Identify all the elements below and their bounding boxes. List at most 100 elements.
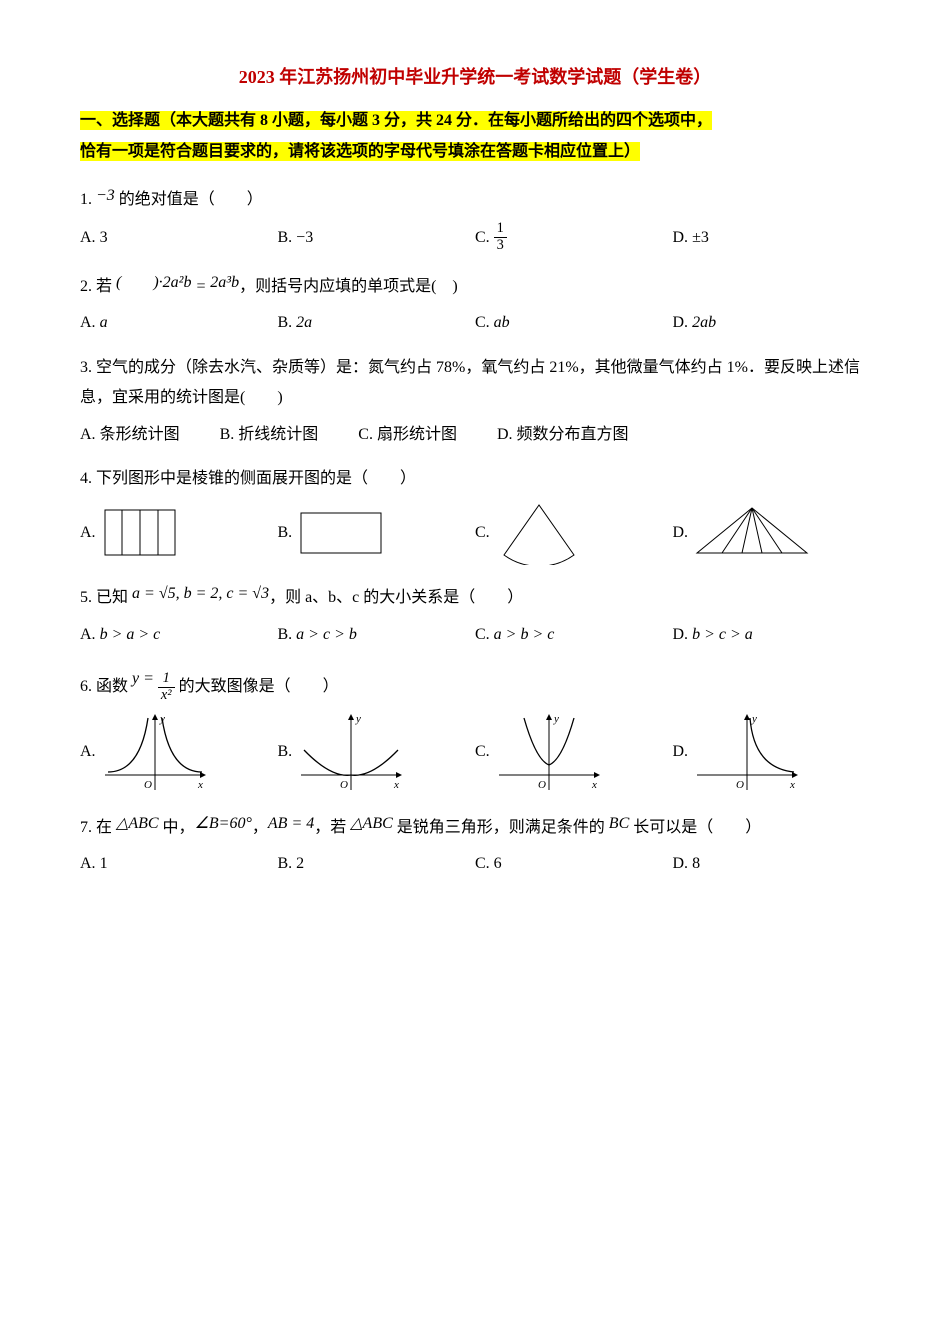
axis-o-label: O	[144, 779, 152, 791]
q1-opt-a: A. 3	[80, 221, 278, 254]
q7-a-val: 1	[100, 849, 108, 879]
q4-opt-c: C.	[475, 500, 673, 565]
axis-x-label: x	[789, 779, 795, 791]
opt-label-a: A.	[80, 308, 96, 338]
q2-expr-eq: =	[191, 278, 210, 295]
q1-a-val: 3	[100, 223, 108, 253]
opt-label-d: D.	[673, 223, 689, 253]
opt-label-b: B.	[278, 737, 293, 767]
opt-label-b: B.	[278, 620, 293, 650]
axis-x-label: x	[393, 779, 399, 791]
q2-expr-l: ( )·2a²b	[116, 274, 191, 291]
question-7-options: A. 1 B. 2 C. 6 D. 8	[80, 849, 870, 879]
q6-opt-b: B. y x O	[278, 710, 476, 795]
section-header-wrap: 一、选择题（本大题共有 8 小题，每小题 3 分，共 24 分．在每小题所给出的…	[80, 106, 870, 167]
q2-c-val: ab	[494, 308, 510, 338]
q4-opt-d: D.	[673, 500, 871, 565]
q1-c-frac: 13	[494, 221, 507, 254]
axis-o-label: O	[538, 779, 546, 791]
question-5-options: A. b > a > c B. a > c > b C. a > b > c D…	[80, 620, 870, 650]
prism-net-icon	[100, 505, 180, 560]
opt-label-b: B.	[278, 308, 293, 338]
opt-label-d: D.	[673, 849, 689, 879]
opt-label-d: D.	[673, 308, 689, 338]
opt-label-d: D.	[673, 737, 689, 767]
opt-label-a: A.	[80, 518, 96, 548]
opt-label-d: D.	[673, 620, 689, 650]
q3-opt-b: B. 折线统计图	[220, 420, 319, 450]
q6-den: x²	[158, 688, 175, 704]
q1-c-den: 3	[494, 238, 507, 254]
opt-label-c: C.	[475, 737, 490, 767]
section-header-line2: 恰有一项是符合题目要求的，请将该选项的字母代号填涂在答题卡相应位置上）	[80, 142, 640, 161]
axis-o-label: O	[736, 779, 744, 791]
rectangle-icon	[296, 505, 386, 560]
q6-num: 1	[158, 671, 175, 688]
q5-opt-b: B. a > c > b	[278, 620, 476, 650]
opt-label-b: B.	[278, 223, 293, 253]
question-2-stem: 2. 若 ( )·2a²b = 2a³b，则括号内应填的单项式是( )	[80, 268, 870, 302]
q2-opt-c: C. ab	[475, 308, 673, 338]
graph-b-icon: y x O	[296, 710, 406, 795]
q5-suffix: ，则 a、b、c 的大小关系是（ ）	[269, 589, 523, 606]
q3-opt-c: C. 扇形统计图	[358, 420, 457, 450]
opt-label-d: D.	[497, 420, 513, 450]
q3-opt-d: D. 频数分布直方图	[497, 420, 629, 450]
q5-opt-d: D. b > c > a	[673, 620, 871, 650]
axis-y-label: y	[751, 713, 757, 725]
q7-p6: 长可以是（ ）	[629, 819, 761, 836]
q1-prefix: 1.	[80, 191, 96, 208]
opt-label-c: C.	[475, 308, 490, 338]
graph-d-icon: y x O	[692, 710, 802, 795]
q1-suffix: 的绝对值是（ ）	[115, 191, 263, 208]
opt-label-c: C.	[475, 849, 490, 879]
q7-opt-b: B. 2	[278, 849, 476, 879]
q5-b-val: a > c > b	[296, 620, 357, 650]
q1-opt-b: B. −3	[278, 221, 476, 254]
q2-prefix: 2. 若	[80, 278, 116, 295]
q5-prefix: 5. 已知	[80, 589, 132, 606]
q7-bc: BC	[609, 815, 629, 832]
q2-d-val: 2ab	[692, 308, 716, 338]
q1-opt-d: D. ±3	[673, 221, 871, 254]
q6-suffix: 的大致图像是（ ）	[175, 678, 339, 695]
question-3-options: A. 条形统计图 B. 折线统计图 C. 扇形统计图 D. 频数分布直方图	[80, 420, 870, 450]
q6-func-l: y =	[132, 670, 158, 687]
q2-opt-b: B. 2a	[278, 308, 476, 338]
graph-a-icon: y x O	[100, 710, 210, 795]
q1-d-val: ±3	[692, 223, 709, 253]
axis-y-label: y	[355, 713, 361, 725]
q4-opt-b: B.	[278, 500, 476, 565]
axis-x-label: x	[591, 779, 597, 791]
opt-label-a: A.	[80, 223, 96, 253]
q7-p2: 中，	[159, 819, 195, 836]
q7-p4: ，若	[314, 819, 350, 836]
q1-c-num: 1	[494, 221, 507, 238]
q3-b-val: 折线统计图	[238, 420, 318, 450]
question-3-stem: 3. 空气的成分（除去水汽、杂质等）是：氮气约占 78%，氧气约占 21%，其他…	[80, 353, 870, 414]
opt-label-a: A.	[80, 737, 96, 767]
q5-d-val: b > c > a	[692, 620, 753, 650]
pyramid-net-icon	[692, 503, 812, 563]
question-2-options: A. a B. 2a C. ab D. 2ab	[80, 308, 870, 338]
opt-label-b: B.	[220, 420, 235, 450]
q3-a-val: 条形统计图	[100, 420, 180, 450]
q2-suffix: ，则括号内应填的单项式是( )	[239, 278, 458, 295]
axis-y-label: y	[553, 713, 559, 725]
q7-p3: ，	[252, 819, 268, 836]
q5-given: a = √5, b = 2, c = √3	[132, 585, 269, 602]
q7-tri2: △ABC	[350, 815, 393, 832]
q7-p5: 是锐角三角形，则满足条件的	[393, 819, 609, 836]
opt-label-a: A.	[80, 849, 96, 879]
opt-label-d: D.	[673, 518, 689, 548]
opt-label-b: B.	[278, 849, 293, 879]
opt-label-c: C.	[475, 620, 490, 650]
q1-opt-c: C. 13	[475, 221, 673, 254]
q3-opt-a: A. 条形统计图	[80, 420, 180, 450]
q6-opt-d: D. y x O	[673, 710, 871, 795]
q4-opt-a: A.	[80, 500, 278, 565]
q1-value: −3	[96, 187, 115, 204]
question-4-stem: 4. 下列图形中是棱锥的侧面展开图的是（ ）	[80, 464, 870, 494]
opt-label-a: A.	[80, 620, 96, 650]
opt-label-c: C.	[358, 420, 373, 450]
